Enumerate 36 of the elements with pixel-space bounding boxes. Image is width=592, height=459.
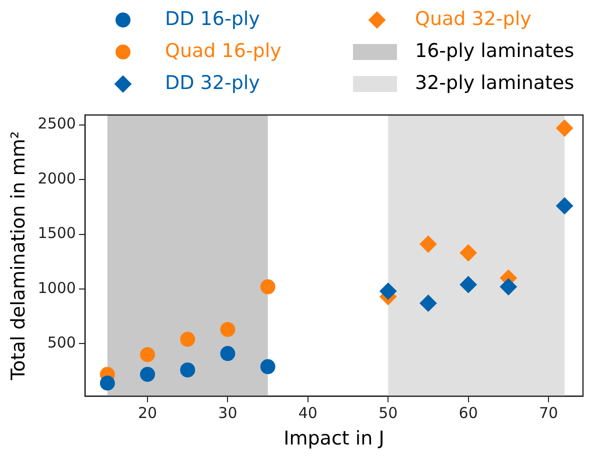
point bbox=[420, 236, 437, 253]
x-tick-label: 50 bbox=[378, 404, 398, 422]
x-tick-label: 20 bbox=[138, 404, 158, 422]
x-tick-label: 40 bbox=[298, 404, 318, 422]
point bbox=[420, 294, 437, 312]
legend-label: DD 32-ply bbox=[165, 72, 260, 94]
point bbox=[500, 278, 517, 296]
legend-label: Quad 16-ply bbox=[165, 40, 282, 62]
point bbox=[140, 347, 156, 362]
x-tick-label: 60 bbox=[458, 404, 478, 422]
x-tick-label: 70 bbox=[538, 404, 558, 422]
point bbox=[220, 346, 236, 362]
y-tick-label: 1500 bbox=[38, 224, 76, 242]
point bbox=[220, 322, 236, 337]
point bbox=[460, 276, 477, 294]
x-tick-label: 30 bbox=[218, 404, 238, 422]
legend-label: DD 16-ply bbox=[165, 8, 260, 30]
point bbox=[260, 359, 276, 374]
y-tick-label: 2000 bbox=[38, 169, 76, 188]
point bbox=[460, 244, 477, 262]
y-axis-title: Total delamination in mm² bbox=[7, 131, 30, 382]
point bbox=[180, 362, 196, 378]
x-axis-title: Impact in J bbox=[284, 428, 384, 450]
point bbox=[100, 376, 115, 391]
point bbox=[140, 366, 156, 382]
point bbox=[260, 279, 276, 294]
legend-label: 16-ply laminates bbox=[415, 40, 574, 62]
legend-label: 32-ply laminates bbox=[415, 72, 574, 94]
y-tick-label: 1000 bbox=[38, 278, 76, 297]
point bbox=[180, 332, 196, 347]
y-tick-label: 2500 bbox=[38, 114, 76, 133]
point bbox=[556, 197, 574, 214]
legend-label: Quad 32-ply bbox=[415, 8, 532, 30]
point bbox=[380, 282, 397, 300]
y-tick-label: 500 bbox=[47, 334, 76, 352]
point bbox=[556, 120, 574, 137]
